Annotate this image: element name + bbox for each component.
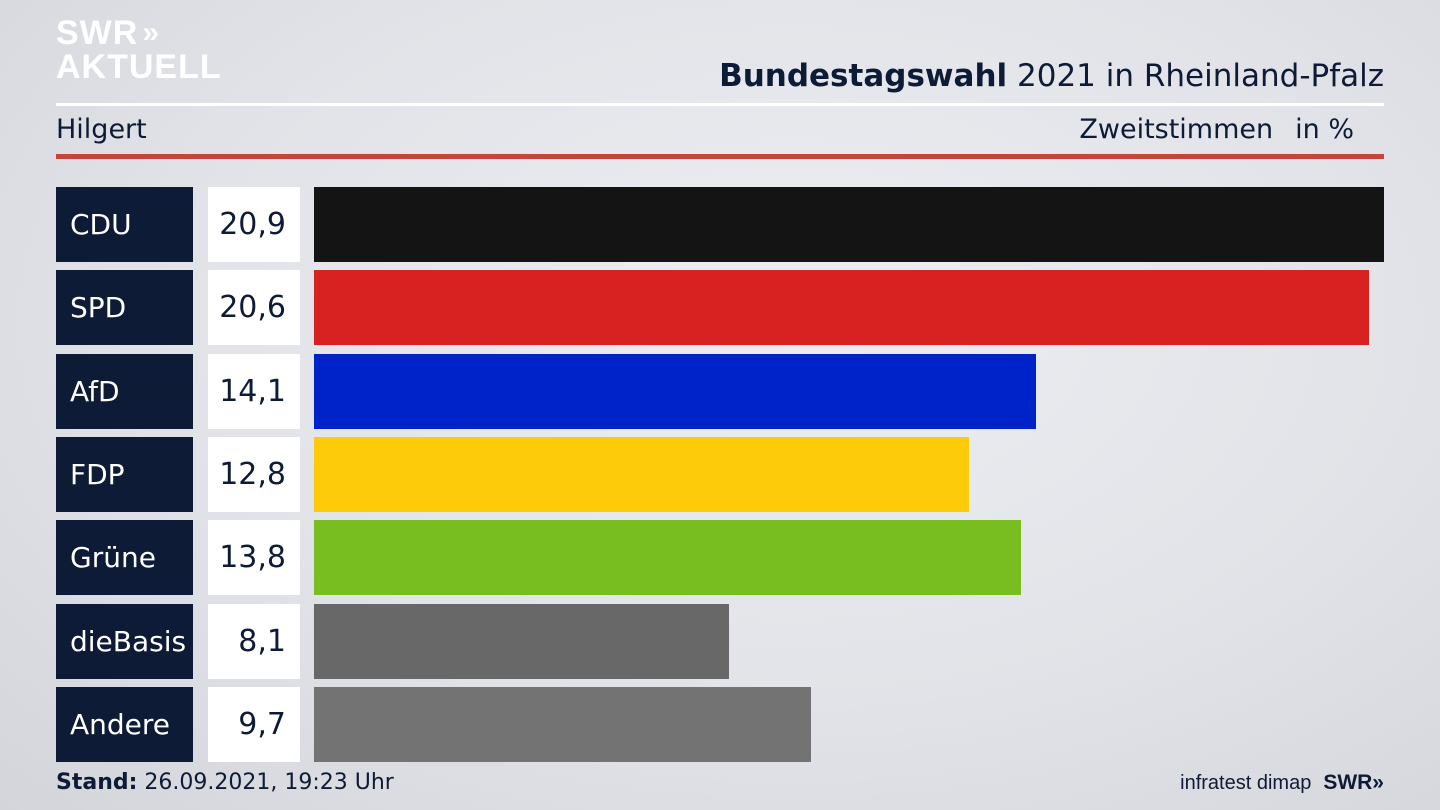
source-credit: infratest dimap SWR» — [1180, 771, 1384, 795]
value-label: 13,8 — [208, 520, 300, 595]
party-label: Andere — [56, 687, 193, 762]
party-label: CDU — [56, 187, 193, 262]
value-label: 14,1 — [208, 354, 300, 429]
chart-row: dieBasis 8,1 — [56, 604, 1384, 679]
bar — [314, 604, 729, 679]
party-label: Grüne — [56, 520, 193, 595]
bar — [314, 520, 1021, 595]
party-label: dieBasis — [56, 604, 193, 679]
chart-row: Andere 9,7 — [56, 687, 1384, 762]
source-text: infratest dimap — [1180, 771, 1312, 794]
metric-label: Zweitstimmen in % — [1079, 114, 1354, 145]
chart-row: CDU 20,9 — [56, 187, 1384, 262]
subtitle-divider — [56, 154, 1384, 159]
value-label: 9,7 — [208, 687, 300, 762]
chart-row: FDP 12,8 — [56, 437, 1384, 512]
bar — [314, 687, 811, 762]
chart-row: SPD 20,6 — [56, 270, 1384, 345]
stand-label: Stand: — [56, 770, 138, 795]
logo-swr-text: SWR — [56, 14, 139, 52]
timestamp: Stand: 26.09.2021, 19:23 Uhr — [56, 770, 394, 795]
value-label: 20,6 — [208, 270, 300, 345]
metric-name: Zweitstimmen — [1079, 114, 1274, 145]
bar — [314, 187, 1384, 262]
metric-unit: in % — [1295, 114, 1354, 145]
party-label: AfD — [56, 354, 193, 429]
swr-aktuell-logo: SWR » AKTUELL — [56, 16, 222, 84]
value-label: 8,1 — [208, 604, 300, 679]
chart-row: Grüne 13,8 — [56, 520, 1384, 595]
value-label: 20,9 — [208, 187, 300, 262]
value-label: 12,8 — [208, 437, 300, 512]
bar — [314, 270, 1369, 345]
logo-aktuell-text: AKTUELL — [56, 48, 222, 86]
party-label: SPD — [56, 270, 193, 345]
stand-value: 26.09.2021, 19:23 Uhr — [137, 770, 394, 795]
chart-subtitle: Hilgert — [56, 114, 147, 145]
title-divider — [56, 103, 1384, 106]
bar — [314, 354, 1036, 429]
title-rest: 2021 in Rheinland-Pfalz — [1007, 58, 1384, 94]
chart-title: Bundestagswahl 2021 in Rheinland-Pfalz — [719, 58, 1384, 94]
bar — [314, 437, 969, 512]
logo-chevrons-icon: » — [142, 16, 159, 49]
chart-row: AfD 14,1 — [56, 354, 1384, 429]
swr-small-logo: SWR» — [1323, 771, 1384, 794]
party-label: FDP — [56, 437, 193, 512]
title-bold: Bundestagswahl — [719, 58, 1008, 94]
